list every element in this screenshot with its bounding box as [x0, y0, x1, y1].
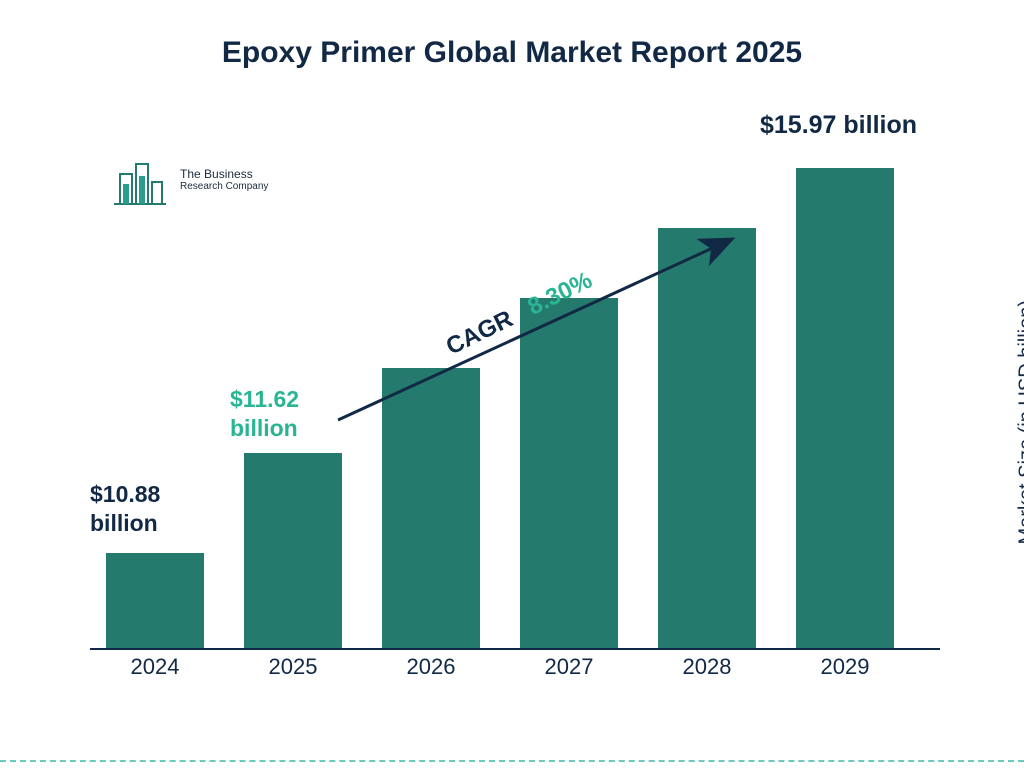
category-label: 2025 — [228, 654, 358, 690]
bar — [106, 553, 204, 648]
bar-group — [780, 168, 910, 648]
category-label: 2029 — [780, 654, 910, 690]
x-axis-baseline — [90, 648, 940, 650]
chart-title: Epoxy Primer Global Market Report 2025 — [0, 36, 1024, 70]
category-label: 2026 — [366, 654, 496, 690]
value-label-2025-unit: billion — [230, 414, 299, 443]
category-label: 2027 — [504, 654, 634, 690]
category-label: 2024 — [90, 654, 220, 690]
category-labels-row: 202420252026202720282029 — [90, 654, 910, 690]
bottom-dashed-divider — [0, 760, 1024, 762]
y-axis-label: Market Size (in USD billion) — [1016, 300, 1024, 545]
trend-arrow-icon — [330, 230, 750, 430]
chart-container: Epoxy Primer Global Market Report 2025 T… — [0, 0, 1024, 768]
bar — [796, 168, 894, 648]
category-label: 2028 — [642, 654, 772, 690]
value-label-2025: $11.62 billion — [230, 385, 299, 443]
value-label-2024: $10.88 billion — [90, 480, 160, 538]
value-label-2024-unit: billion — [90, 509, 160, 538]
value-label-2024-amount: $10.88 — [90, 480, 160, 509]
bar — [244, 453, 342, 648]
bar-group — [90, 553, 220, 648]
value-label-2029: $15.97 billion — [760, 110, 917, 141]
bar-group — [228, 453, 358, 648]
trend-arrow-group: CAGR 8.30% — [330, 230, 750, 430]
value-label-2029-text: $15.97 billion — [760, 111, 917, 139]
value-label-2025-amount: $11.62 — [230, 385, 299, 414]
